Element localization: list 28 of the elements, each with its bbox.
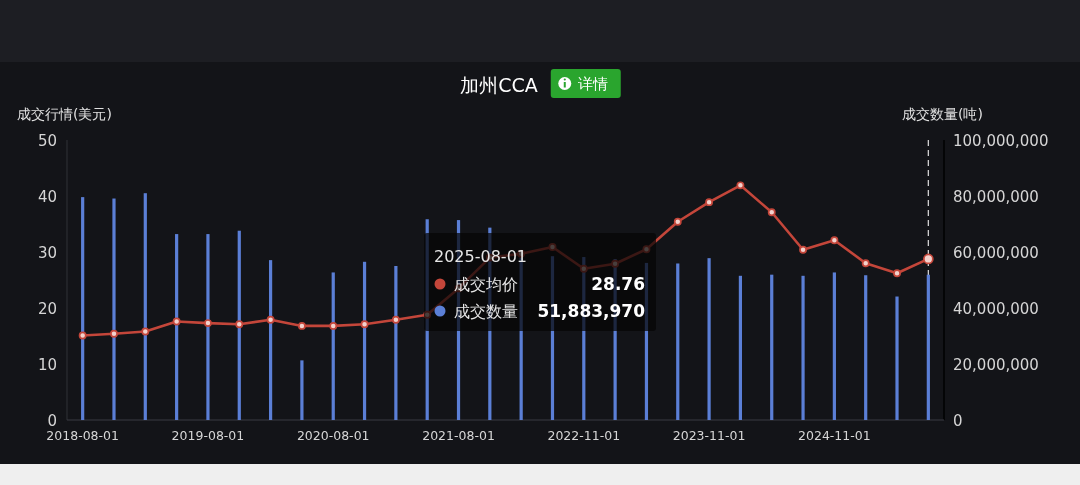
x-tick-label: 2020-08-01 <box>296 428 370 443</box>
chart-title: 加州CCA <box>460 74 538 96</box>
x-tick-label: 2018-08-01 <box>46 428 119 443</box>
y2-tick-label: 20,000,000 <box>953 355 1039 374</box>
legend-label: 成交均价 <box>454 275 518 294</box>
y-tick-label: 30 <box>37 243 57 262</box>
legend-label: 成交数量 <box>454 302 518 321</box>
x-tick-label: 2023-11-01 <box>672 428 746 443</box>
y2-tick-label: 80,000,000 <box>953 187 1039 206</box>
button-details: 详情 <box>550 69 621 98</box>
x-tick-label: 2024-11-01 <box>798 428 871 443</box>
y2-axis-title: 成交数量(吨) <box>902 106 983 122</box>
y-tick-label: 0 <box>47 411 57 430</box>
y-axis-title: 成交行情(美元) <box>17 106 112 122</box>
y-tick-label: 10 <box>37 355 57 374</box>
x-tick-label: 2021-08-01 <box>422 428 495 443</box>
y2-tick-label: 0 <box>953 411 963 430</box>
x-tick-label: 2019-08-01 <box>171 428 245 443</box>
annotation: 28.76 <box>591 274 645 294</box>
y2-tick-label: 60,000,000 <box>953 243 1039 262</box>
annotation: 51,883,970 <box>537 301 646 321</box>
y2-tick-label: 100,000,000 <box>953 131 1049 150</box>
y-tick-label: 40 <box>37 187 57 206</box>
x-tick-label: 2022-11-01 <box>547 428 621 443</box>
y-tick-label: 20 <box>37 299 57 318</box>
y2-tick-label: 40,000,000 <box>953 299 1039 318</box>
y-tick-label: 50 <box>37 131 57 150</box>
legend-title: 2025-08-01 <box>434 247 527 266</box>
